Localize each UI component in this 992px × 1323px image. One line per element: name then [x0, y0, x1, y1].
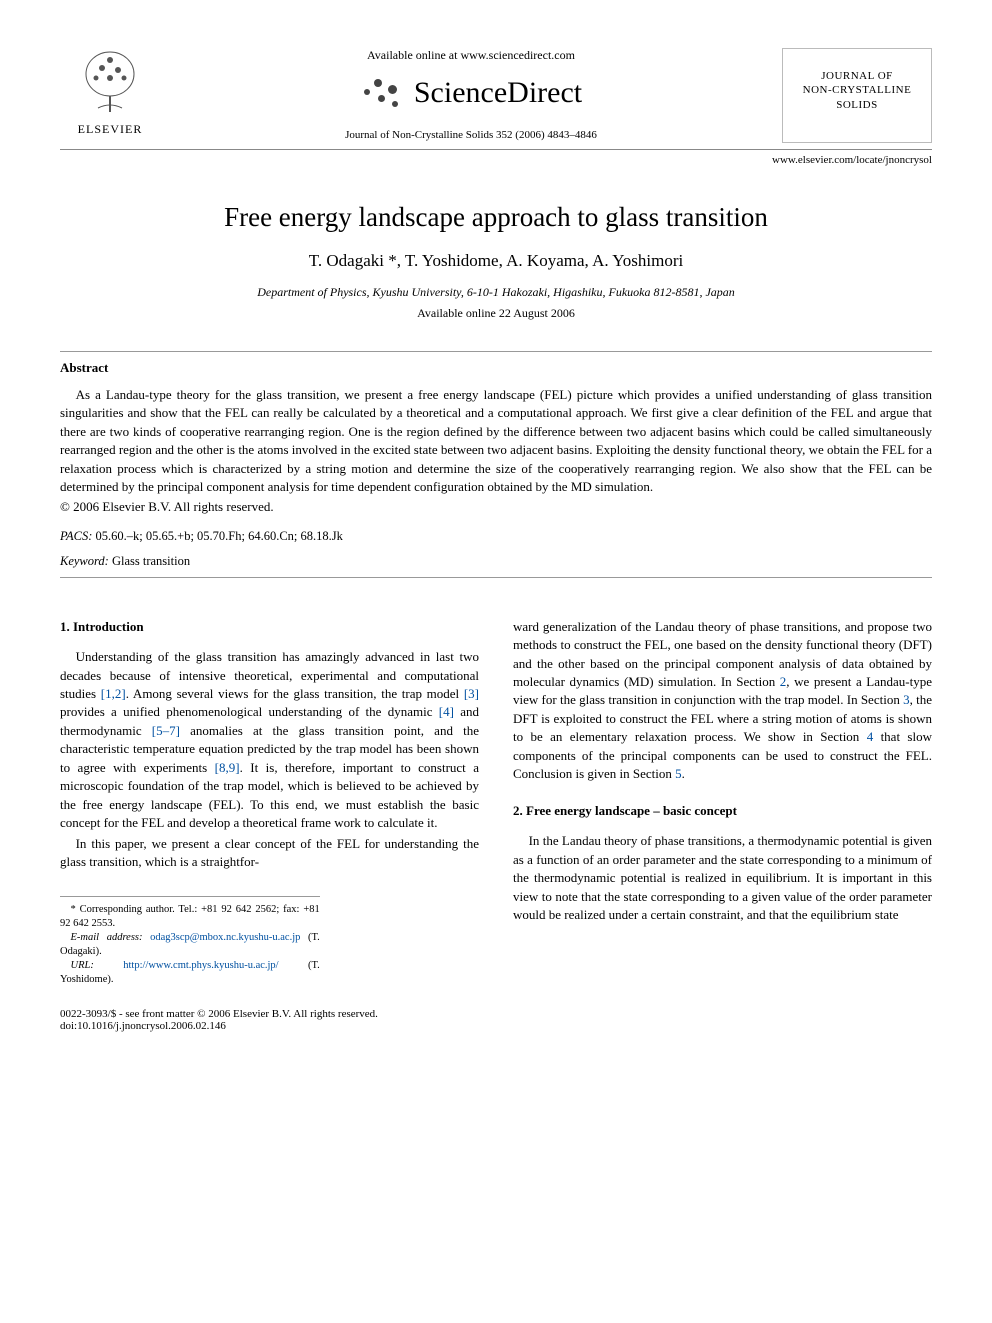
ref-link-1-2[interactable]: [1,2]	[101, 686, 126, 701]
article-affiliation: Department of Physics, Kyushu University…	[60, 285, 932, 300]
intro-text-c: provides a unified phenomenological unde…	[60, 704, 439, 719]
section-2-heading: 2. Free energy landscape – basic concept	[513, 802, 932, 820]
abstract-copyright: © 2006 Elsevier B.V. All rights reserved…	[60, 499, 932, 515]
corresponding-author: * Corresponding author. Tel.: +81 92 642…	[60, 903, 320, 931]
email-line: E-mail address: odag3scp@mbox.nc.kyushu-…	[60, 931, 320, 959]
body-two-column: 1. Introduction Understanding of the gla…	[60, 618, 932, 988]
journal-citation: Journal of Non-Crystalline Solids 352 (2…	[345, 129, 597, 141]
keyword-label: Keyword:	[60, 554, 109, 568]
doi-line: doi:10.1016/j.jnoncrysol.2006.02.146	[60, 1020, 932, 1032]
rule-below-abstract	[60, 577, 932, 578]
elsevier-tree-icon	[78, 48, 142, 120]
footnotes-block: * Corresponding author. Tel.: +81 92 642…	[60, 896, 320, 988]
journal-box-line1: JOURNAL OF	[789, 69, 925, 83]
front-matter-line: 0022-3093/$ - see front matter © 2006 El…	[60, 1008, 932, 1020]
intro-text-b: . Among several views for the glass tran…	[126, 686, 464, 701]
pacs-line: PACS: 05.60.–k; 05.65.+b; 05.70.Fh; 64.6…	[60, 529, 932, 544]
sec2-paragraph-1: In the Landau theory of phase transition…	[513, 832, 932, 924]
article-authors: T. Odagaki *, T. Yoshidome, A. Koyama, A…	[60, 251, 932, 271]
rule-above-abstract	[60, 351, 932, 352]
ref-link-5-7[interactable]: [5–7]	[152, 723, 180, 738]
email-label: E-mail address:	[71, 932, 143, 943]
article-pubdate: Available online 22 August 2006	[60, 306, 932, 321]
ref-link-3[interactable]: [3]	[464, 686, 479, 701]
journal-cover-block: JOURNAL OF NON-CRYSTALLINE SOLIDS	[782, 48, 932, 143]
publisher-label: ELSEVIER	[78, 122, 143, 137]
header-row: ELSEVIER Available online at www.science…	[60, 48, 932, 150]
available-online-text: Available online at www.sciencedirect.co…	[367, 48, 575, 63]
col2-continuation: ward generalization of the Landau theory…	[513, 618, 932, 784]
locate-url[interactable]: www.elsevier.com/locate/jnoncrysol	[60, 154, 932, 166]
url-label: URL:	[71, 960, 94, 971]
abstract-body: As a Landau-type theory for the glass tr…	[60, 386, 932, 497]
journal-cover-box: JOURNAL OF NON-CRYSTALLINE SOLIDS	[782, 48, 932, 143]
intro-paragraph-1: Understanding of the glass transition ha…	[60, 648, 479, 833]
keyword-value: Glass transition	[112, 554, 190, 568]
sciencedirect-icon	[360, 71, 404, 115]
email-link[interactable]: odag3scp@mbox.nc.kyushu-u.ac.jp	[150, 932, 300, 943]
sciencedirect-brand: ScienceDirect	[360, 71, 582, 115]
abstract-heading: Abstract	[60, 360, 932, 376]
right-column: ward generalization of the Landau theory…	[513, 618, 932, 988]
ref-link-4[interactable]: [4]	[439, 704, 454, 719]
header-center: Available online at www.sciencedirect.co…	[160, 48, 782, 141]
col2-text-e: .	[682, 766, 685, 781]
publisher-logo-block: ELSEVIER	[60, 48, 160, 137]
keyword-line: Keyword: Glass transition	[60, 554, 932, 569]
intro-paragraph-2: In this paper, we present a clear concep…	[60, 835, 479, 872]
left-column: 1. Introduction Understanding of the gla…	[60, 618, 479, 988]
pacs-codes: 05.60.–k; 05.65.+b; 05.70.Fh; 64.60.Cn; …	[96, 529, 343, 543]
url-line: URL: http://www.cmt.phys.kyushu-u.ac.jp/…	[60, 959, 320, 987]
sciencedirect-text: ScienceDirect	[414, 76, 582, 110]
ref-link-8-9[interactable]: [8,9]	[215, 760, 240, 775]
article-title: Free energy landscape approach to glass …	[60, 202, 932, 233]
pacs-label: PACS:	[60, 529, 92, 543]
url-link[interactable]: http://www.cmt.phys.kyushu-u.ac.jp/	[123, 960, 278, 971]
section-1-heading: 1. Introduction	[60, 618, 479, 636]
journal-box-line2: NON-CRYSTALLINE SOLIDS	[789, 83, 925, 112]
